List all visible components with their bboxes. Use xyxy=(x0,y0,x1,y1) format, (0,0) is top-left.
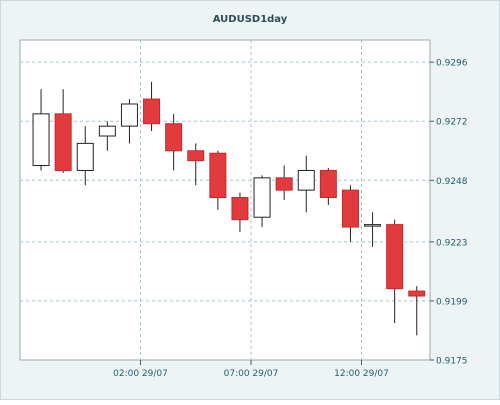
candle xyxy=(165,113,183,171)
candle-body-down xyxy=(165,123,183,152)
x-tick-label: 12:00 29/07 xyxy=(334,369,389,379)
candle-body-down xyxy=(231,197,249,221)
candle-body-up xyxy=(253,177,271,218)
candle-body-up xyxy=(76,142,94,171)
candle xyxy=(76,126,94,186)
candle-body-up xyxy=(32,113,50,167)
candles xyxy=(32,81,426,336)
y-tick-label: 0.9223 xyxy=(436,238,468,248)
y-tick-label: 0.9175 xyxy=(436,357,468,367)
candle xyxy=(341,185,359,242)
y-tick-label: 0.9248 xyxy=(436,177,468,187)
candle-body-down xyxy=(408,290,426,297)
candle xyxy=(32,89,50,171)
candle xyxy=(253,175,271,228)
candle-body-down xyxy=(143,98,161,125)
candle-body-down xyxy=(187,150,205,162)
candle xyxy=(98,121,116,151)
candle xyxy=(143,81,161,132)
candle xyxy=(364,212,382,247)
candle-body-down xyxy=(275,177,293,191)
candle-body-down xyxy=(319,169,337,199)
y-tick-label: 0.9272 xyxy=(436,118,468,128)
x-axis: 02:00 29/07 07:00 29/07 12:00 29/07 xyxy=(113,360,389,379)
y-tick-label: 0.9199 xyxy=(436,297,468,307)
candle xyxy=(275,165,293,200)
candle xyxy=(297,155,315,213)
x-tick-label: 07:00 29/07 xyxy=(224,369,279,379)
candle xyxy=(386,219,404,324)
candle-body-down xyxy=(209,152,227,199)
y-tick-label: 0.9296 xyxy=(436,59,468,69)
candle-body-up xyxy=(297,169,315,191)
plot-area xyxy=(19,39,431,361)
candle-body-down xyxy=(54,113,72,171)
candle xyxy=(187,143,205,186)
candle xyxy=(120,99,138,144)
candle xyxy=(319,168,337,205)
candle-body-down xyxy=(386,224,404,290)
candle-body-up xyxy=(364,224,382,227)
candle xyxy=(209,150,227,210)
candle-body-up xyxy=(120,103,138,127)
chart-title: AUDUSD1day xyxy=(213,14,288,25)
candle xyxy=(54,89,72,173)
candle xyxy=(231,192,249,232)
x-tick-label: 02:00 29/07 xyxy=(113,369,168,379)
candle-body-up xyxy=(98,125,116,137)
y-axis: 0.9296 0.9272 0.9248 0.9223 0.9199 0.9175 xyxy=(430,59,468,367)
candle-body-down xyxy=(341,189,359,228)
candle xyxy=(408,286,426,336)
